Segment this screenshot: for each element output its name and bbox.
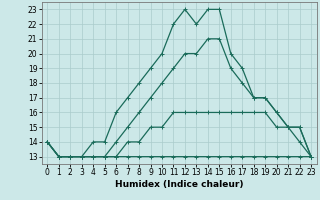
X-axis label: Humidex (Indice chaleur): Humidex (Indice chaleur) bbox=[115, 180, 244, 189]
